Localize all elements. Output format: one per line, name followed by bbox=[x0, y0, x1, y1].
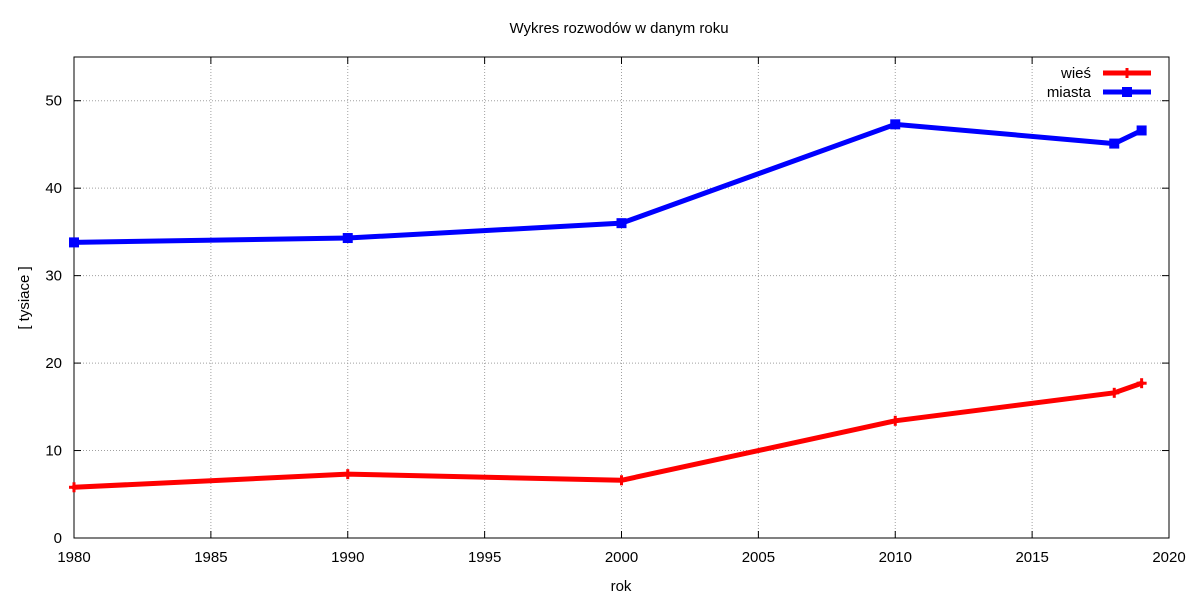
x-axis-label: rok bbox=[611, 578, 632, 595]
series-point-square bbox=[616, 218, 627, 229]
series-point-plus bbox=[890, 415, 901, 426]
x-tick-label: 2015 bbox=[1015, 549, 1048, 566]
y-tick-label: 20 bbox=[45, 355, 62, 372]
series-point-square bbox=[1109, 138, 1120, 149]
y-tick-label: 10 bbox=[45, 443, 62, 460]
y-tick-label: 50 bbox=[45, 93, 62, 110]
series-point-plus bbox=[1109, 387, 1120, 398]
series-group bbox=[69, 119, 1147, 493]
y-tick-label: 30 bbox=[45, 268, 62, 285]
x-tick-label: 1995 bbox=[468, 549, 501, 566]
series-point-plus bbox=[1136, 378, 1147, 389]
series-line bbox=[71, 121, 1145, 245]
x-tick-label: 2005 bbox=[742, 549, 775, 566]
x-tick-label: 1985 bbox=[194, 549, 227, 566]
series-point-square bbox=[1136, 125, 1147, 136]
series-line bbox=[71, 380, 1145, 490]
legend-label: wieś bbox=[1060, 65, 1091, 82]
legend: wieś miasta bbox=[1047, 65, 1151, 101]
series-point-square bbox=[342, 233, 353, 244]
y-tick-label: 0 bbox=[54, 530, 62, 547]
chart-title: Wykres rozwodów w danym roku bbox=[509, 20, 728, 37]
series-point-plus bbox=[616, 475, 627, 486]
grid bbox=[74, 57, 1169, 538]
x-tick-label: 2000 bbox=[605, 549, 638, 566]
series-point-plus bbox=[342, 469, 353, 480]
legend-label: miasta bbox=[1047, 84, 1092, 101]
x-tick-label: 2020 bbox=[1152, 549, 1185, 566]
y-axis-label: [ tysiace ] bbox=[16, 266, 33, 329]
series-point-square bbox=[890, 119, 901, 130]
series-point-plus bbox=[69, 482, 79, 493]
y-tick-label: 40 bbox=[45, 180, 62, 197]
series-point-square bbox=[69, 237, 79, 248]
series-point-square bbox=[1122, 87, 1132, 97]
series-point-plus bbox=[1122, 68, 1132, 78]
axis-ticks: 1980 1985 1990 1995 2000 2005 2010 2015 2020 0 10 2… bbox=[45, 57, 1186, 566]
x-tick-label: 1980 bbox=[57, 549, 90, 566]
x-tick-label: 1990 bbox=[331, 549, 364, 566]
x-tick-label: 2010 bbox=[879, 549, 912, 566]
